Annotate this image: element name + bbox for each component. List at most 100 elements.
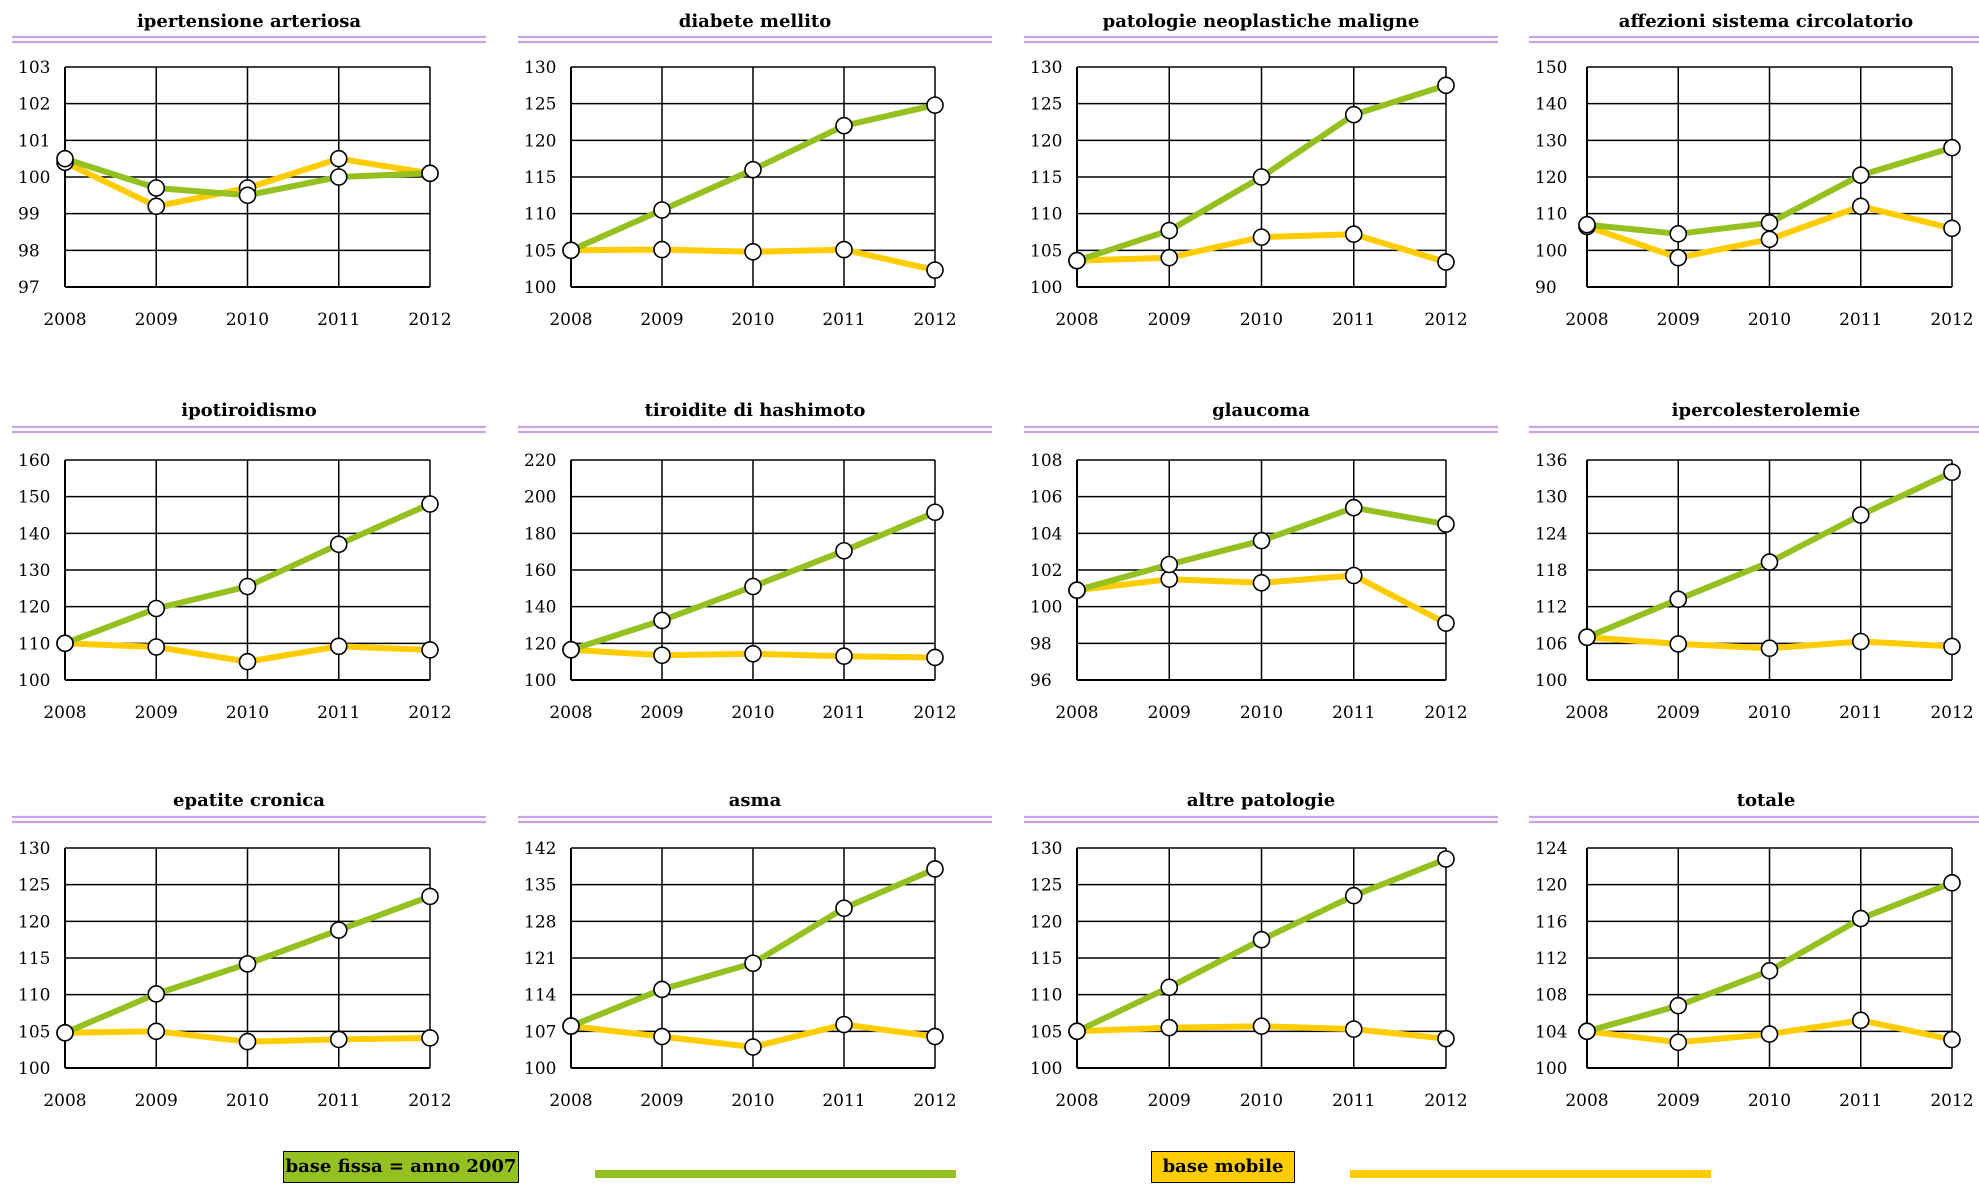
- y-tick-label: 120: [524, 131, 556, 151]
- data-point-mobile: [1437, 253, 1455, 271]
- data-point-fixed: [1760, 214, 1779, 232]
- data-point-fixed: [1068, 251, 1086, 270]
- data-point-mobile: [1943, 637, 1961, 656]
- x-tick-label: 2009: [640, 1091, 683, 1111]
- y-tick-label: 140: [1535, 95, 1567, 115]
- y-tick-label: 116: [1535, 912, 1567, 932]
- data-point-fixed: [238, 577, 257, 596]
- data-point-fixed: [1760, 962, 1779, 980]
- data-point-mobile: [147, 1022, 166, 1041]
- data-point-fixed: [421, 164, 439, 183]
- y-tick-label: 105: [1030, 241, 1062, 261]
- data-point-mobile: [329, 637, 348, 656]
- data-point-fixed: [653, 201, 671, 219]
- data-point-mobile: [1160, 248, 1179, 267]
- chart-panel: affezioni sistema circolatorio 90 100 110 12…: [1529, 11, 1979, 330]
- y-tick-label: 180: [524, 524, 556, 544]
- data-point-mobile: [1943, 219, 1961, 238]
- y-tick-label: 150: [18, 488, 50, 508]
- y-tick-label: 130: [18, 561, 50, 581]
- x-tick-label: 2008: [549, 703, 592, 723]
- y-tick-label: 115: [524, 168, 556, 188]
- x-tick-label: 2011: [317, 703, 360, 723]
- data-point-fixed: [421, 495, 439, 513]
- x-tick-label: 2008: [43, 1091, 86, 1111]
- data-point-mobile: [421, 641, 439, 659]
- data-point-fixed: [1437, 515, 1455, 533]
- data-point-fixed: [835, 899, 853, 918]
- data-point-mobile: [1760, 639, 1779, 658]
- x-tick-label: 2008: [549, 310, 592, 330]
- chart-title: ipotiroidismo: [181, 400, 317, 421]
- x-tick-label: 2012: [1930, 310, 1973, 330]
- data-point-fixed: [562, 640, 580, 659]
- x-tick-label: 2009: [1657, 310, 1700, 330]
- x-tick-label: 2008: [549, 1091, 592, 1111]
- x-tick-label: 2008: [1565, 703, 1608, 723]
- y-tick-label: 130: [18, 839, 50, 859]
- data-point-fixed: [1068, 1022, 1086, 1041]
- data-point-mobile: [653, 240, 671, 259]
- data-point-fixed: [147, 599, 166, 618]
- data-point-fixed: [1344, 498, 1363, 517]
- y-tick-label: 110: [18, 986, 50, 1006]
- x-tick-label: 2009: [1657, 1091, 1700, 1111]
- data-point-mobile: [329, 1030, 348, 1049]
- data-point-mobile: [744, 644, 762, 663]
- y-tick-label: 121: [524, 949, 556, 969]
- y-tick-label: 102: [1030, 561, 1062, 581]
- chart-panel: totale 100 104 108 112 116 120 124 2008 2009 2010 2…: [1529, 790, 1979, 1111]
- y-tick-label: 130: [1030, 58, 1062, 78]
- x-tick-label: 2008: [43, 310, 86, 330]
- x-tick-label: 2011: [1332, 310, 1375, 330]
- y-tick-label: 104: [1030, 524, 1062, 544]
- y-tick-label: 130: [1030, 839, 1062, 859]
- x-tick-label: 2009: [135, 310, 178, 330]
- data-point-fixed: [56, 149, 74, 168]
- y-tick-label: 200: [524, 488, 556, 508]
- y-tick-label: 100: [1030, 278, 1062, 298]
- data-point-mobile: [653, 646, 671, 665]
- x-tick-label: 2012: [913, 310, 956, 330]
- y-tick-label: 100: [1030, 1059, 1062, 1079]
- y-tick-label: 124: [1535, 524, 1567, 544]
- chart-panel: asma 100 107 114 121 128 135 142 2008 2009 2010 201…: [518, 790, 992, 1111]
- x-tick-label: 2012: [913, 1091, 956, 1111]
- legend-mobile-label: base mobile: [1151, 1151, 1295, 1183]
- data-point-mobile: [1437, 614, 1455, 632]
- legend-fixed-label: base fissa = anno 2007: [283, 1151, 519, 1183]
- x-tick-label: 2012: [1424, 703, 1467, 723]
- data-point-mobile: [653, 1027, 671, 1046]
- data-point-mobile: [1252, 228, 1271, 246]
- data-point-fixed: [744, 954, 762, 973]
- chart-title: epatite cronica: [173, 790, 325, 811]
- data-point-mobile: [238, 652, 257, 671]
- data-point-fixed: [1669, 996, 1688, 1015]
- x-tick-label: 2012: [408, 310, 451, 330]
- data-point-fixed: [744, 160, 762, 179]
- data-point-fixed: [1344, 886, 1363, 905]
- chart-panel: ipercolesterolemie 100 106 112 118 124 130 136 2…: [1529, 400, 1979, 723]
- data-point-mobile: [926, 648, 944, 667]
- chart-title: ipercolesterolemie: [1672, 400, 1861, 421]
- data-point-mobile: [1760, 230, 1779, 249]
- chart-title: diabete mellito: [679, 11, 832, 32]
- chart-panel: glaucoma 96 98 100 102 104 106 108 2008 2009 2010 2…: [1024, 400, 1498, 723]
- data-point-mobile: [1669, 1033, 1688, 1052]
- y-tick-label: 100: [1535, 1059, 1567, 1079]
- y-tick-label: 120: [1535, 876, 1567, 896]
- y-tick-label: 115: [1030, 168, 1062, 188]
- data-point-fixed: [1160, 221, 1179, 240]
- x-tick-label: 2009: [640, 310, 683, 330]
- x-tick-label: 2008: [1565, 1091, 1608, 1111]
- data-point-fixed: [1578, 1022, 1596, 1041]
- data-point-fixed: [1160, 978, 1179, 997]
- data-point-fixed: [926, 96, 944, 114]
- x-tick-label: 2008: [1055, 703, 1098, 723]
- data-point-fixed: [238, 955, 257, 973]
- y-tick-label: 100: [524, 671, 556, 691]
- data-point-mobile: [1344, 225, 1363, 243]
- data-point-fixed: [562, 1017, 580, 1035]
- data-point-mobile: [744, 1038, 762, 1056]
- y-tick-label: 150: [1535, 58, 1567, 78]
